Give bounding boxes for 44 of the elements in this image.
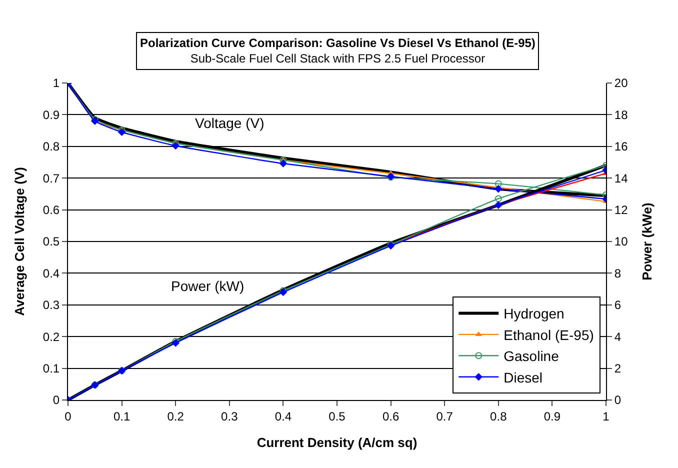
y-tick-label: 0 (52, 393, 60, 408)
y2-axis-title: Power (kWe) (640, 202, 655, 280)
y-tick-label: 1 (52, 76, 60, 90)
x-tick-label: 0.2 (167, 409, 184, 424)
x-tick-label: 0 (64, 409, 72, 424)
y2-tick-label: 10 (614, 234, 628, 249)
x-tick-label: 0.3 (221, 409, 238, 424)
y-tick-label: 0.4 (42, 266, 60, 280)
x-tick-label: 0.7 (436, 409, 454, 424)
annotation: Voltage (V) (195, 115, 264, 131)
chart-title: Polarization Curve Comparison: Gasoline Vs Diesel Vs Ethanol (E-95) (140, 36, 536, 50)
x-tick-label: 0.8 (490, 409, 508, 424)
y-tick-label: 0.9 (42, 108, 60, 122)
x-axis-title: Current Density (A/cm sq) (256, 435, 418, 450)
y2-tick-label: 6 (614, 298, 622, 312)
legend-label: Gasoline (504, 348, 560, 364)
y-tick-label: 0.8 (42, 140, 60, 154)
x-tick-label: 1 (602, 409, 610, 424)
y-tick-label: 0.6 (42, 203, 60, 217)
x-tick-label: 0.6 (382, 409, 400, 424)
y2-tick-label: 12 (614, 203, 628, 217)
x-tick-label: 0.4 (274, 409, 292, 424)
y2-tick-label: 20 (614, 76, 628, 90)
y-tick-label: 0.3 (42, 298, 60, 312)
y2-tick-label: 18 (614, 108, 628, 122)
y-tick-label: 0.1 (42, 362, 60, 376)
y2-tick-label: 14 (614, 171, 628, 186)
x-tick-label: 0.9 (544, 409, 561, 424)
y-tick-label: 0.2 (42, 330, 60, 344)
y2-tick-label: 4 (614, 330, 622, 344)
y-tick-label: 0.5 (42, 234, 60, 249)
y-tick-label: 0.7 (42, 171, 60, 186)
legend-label: Diesel (504, 369, 543, 386)
y2-tick-label: 2 (614, 362, 622, 376)
x-tick-label: 0.5 (328, 409, 346, 424)
y2-tick-label: 8 (614, 266, 622, 280)
y2-tick-label: 0 (614, 393, 622, 408)
annotation: Power (kW) (171, 278, 244, 294)
legend-label: Ethanol (E-95) (504, 326, 594, 343)
x-tick-label: 0.1 (113, 409, 130, 424)
legend-label: Hydrogen (504, 306, 564, 322)
y-axis-title: Average Cell Voltage (V) (12, 167, 27, 316)
y2-tick-label: 16 (614, 140, 628, 154)
chart-subtitle: Sub-Scale Fuel Cell Stack with FPS 2.5 Fuel Processor (190, 52, 486, 66)
